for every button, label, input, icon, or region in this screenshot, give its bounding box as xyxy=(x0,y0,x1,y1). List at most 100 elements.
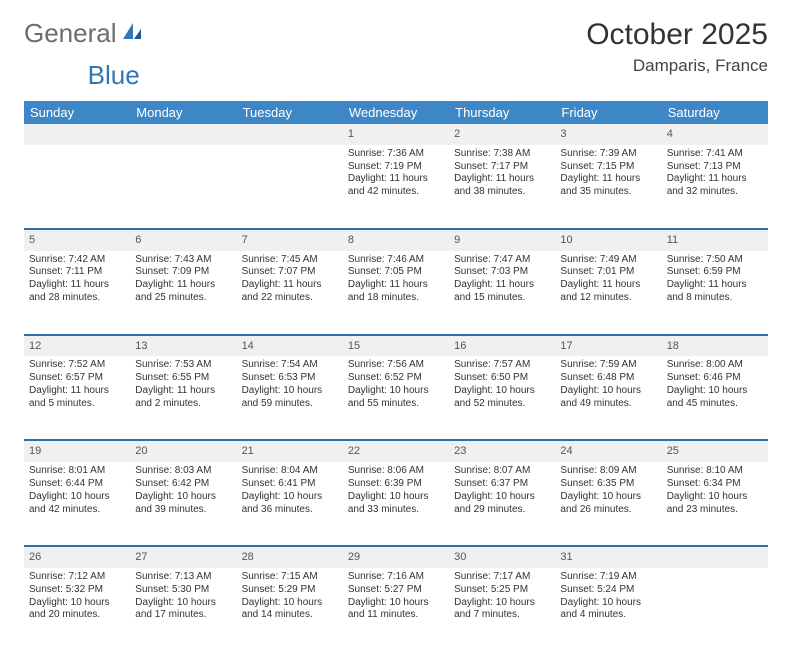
day-number-cell: 4 xyxy=(662,124,768,145)
day-number: 31 xyxy=(560,551,572,563)
daylight-line: Daylight: 10 hours and 36 minutes. xyxy=(242,491,338,517)
sunset-line: Sunset: 5:27 PM xyxy=(348,584,444,597)
day-number-row: 12131415161718 xyxy=(24,335,768,357)
day-number: 3 xyxy=(560,128,566,140)
day-number-cell: 27 xyxy=(130,546,236,568)
sunset-line: Sunset: 7:01 PM xyxy=(560,266,656,279)
daylight-line: Daylight: 10 hours and 45 minutes. xyxy=(667,385,763,411)
sunset-line: Sunset: 5:32 PM xyxy=(29,584,125,597)
day-cell: Sunrise: 8:00 AMSunset: 6:46 PMDaylight:… xyxy=(662,356,768,440)
daylight-line: Daylight: 10 hours and 55 minutes. xyxy=(348,385,444,411)
sunrise-line: Sunrise: 8:03 AM xyxy=(135,465,231,478)
daylight-line: Daylight: 11 hours and 2 minutes. xyxy=(135,385,231,411)
sunset-line: Sunset: 6:39 PM xyxy=(348,478,444,491)
day-number-cell xyxy=(24,124,130,145)
day-number-cell: 29 xyxy=(343,546,449,568)
day-number: 22 xyxy=(348,445,360,457)
day-cell: Sunrise: 7:19 AMSunset: 5:24 PMDaylight:… xyxy=(555,568,661,652)
daylight-line: Daylight: 11 hours and 18 minutes. xyxy=(348,279,444,305)
sunrise-line: Sunrise: 7:46 AM xyxy=(348,254,444,267)
weekday-header: Sunday xyxy=(24,101,130,124)
day-cell: Sunrise: 8:03 AMSunset: 6:42 PMDaylight:… xyxy=(130,462,236,546)
sunset-line: Sunset: 6:41 PM xyxy=(242,478,338,491)
location: Damparis, France xyxy=(586,56,768,76)
logo-text-blue: Blue xyxy=(88,60,140,90)
daylight-line: Daylight: 10 hours and 26 minutes. xyxy=(560,491,656,517)
daylight-line: Daylight: 11 hours and 28 minutes. xyxy=(29,279,125,305)
sunset-line: Sunset: 7:03 PM xyxy=(454,266,550,279)
daylight-line: Daylight: 11 hours and 8 minutes. xyxy=(667,279,763,305)
sunrise-line: Sunrise: 7:41 AM xyxy=(667,148,763,161)
sunrise-line: Sunrise: 8:09 AM xyxy=(560,465,656,478)
daylight-line: Daylight: 10 hours and 29 minutes. xyxy=(454,491,550,517)
day-number: 6 xyxy=(135,234,141,246)
daylight-line: Daylight: 10 hours and 23 minutes. xyxy=(667,491,763,517)
daylight-line: Daylight: 10 hours and 33 minutes. xyxy=(348,491,444,517)
weekday-header: Tuesday xyxy=(237,101,343,124)
daylight-line: Daylight: 10 hours and 4 minutes. xyxy=(560,597,656,623)
day-number-cell: 15 xyxy=(343,335,449,357)
day-number-cell: 16 xyxy=(449,335,555,357)
daylight-line: Daylight: 10 hours and 42 minutes. xyxy=(29,491,125,517)
day-number: 4 xyxy=(667,128,673,140)
sunset-line: Sunset: 6:59 PM xyxy=(667,266,763,279)
day-cell: Sunrise: 8:06 AMSunset: 6:39 PMDaylight:… xyxy=(343,462,449,546)
weekday-header: Friday xyxy=(555,101,661,124)
day-number-cell: 23 xyxy=(449,440,555,462)
sunset-line: Sunset: 6:46 PM xyxy=(667,372,763,385)
day-number-cell: 1 xyxy=(343,124,449,145)
sunset-line: Sunset: 6:53 PM xyxy=(242,372,338,385)
sunrise-line: Sunrise: 7:57 AM xyxy=(454,359,550,372)
weekday-header: Monday xyxy=(130,101,236,124)
day-number-cell: 7 xyxy=(237,229,343,251)
sunset-line: Sunset: 6:50 PM xyxy=(454,372,550,385)
sunrise-line: Sunrise: 7:13 AM xyxy=(135,571,231,584)
day-number: 1 xyxy=(348,128,354,140)
day-number: 29 xyxy=(348,551,360,563)
day-detail-row: Sunrise: 7:42 AMSunset: 7:11 PMDaylight:… xyxy=(24,251,768,335)
day-number: 10 xyxy=(560,234,572,246)
day-cell: Sunrise: 8:04 AMSunset: 6:41 PMDaylight:… xyxy=(237,462,343,546)
daylight-line: Daylight: 11 hours and 38 minutes. xyxy=(454,173,550,199)
sunrise-line: Sunrise: 7:17 AM xyxy=(454,571,550,584)
daylight-line: Daylight: 11 hours and 22 minutes. xyxy=(242,279,338,305)
day-number-row: 567891011 xyxy=(24,229,768,251)
day-cell: Sunrise: 8:09 AMSunset: 6:35 PMDaylight:… xyxy=(555,462,661,546)
day-number: 8 xyxy=(348,234,354,246)
day-number-cell: 10 xyxy=(555,229,661,251)
day-cell: Sunrise: 7:15 AMSunset: 5:29 PMDaylight:… xyxy=(237,568,343,652)
sunset-line: Sunset: 7:11 PM xyxy=(29,266,125,279)
day-number: 5 xyxy=(29,234,35,246)
sunset-line: Sunset: 6:34 PM xyxy=(667,478,763,491)
day-cell: Sunrise: 7:59 AMSunset: 6:48 PMDaylight:… xyxy=(555,356,661,440)
day-number-cell: 21 xyxy=(237,440,343,462)
day-cell: Sunrise: 7:41 AMSunset: 7:13 PMDaylight:… xyxy=(662,145,768,229)
sunrise-line: Sunrise: 7:19 AM xyxy=(560,571,656,584)
sunrise-line: Sunrise: 7:56 AM xyxy=(348,359,444,372)
daylight-line: Daylight: 10 hours and 17 minutes. xyxy=(135,597,231,623)
sunrise-line: Sunrise: 7:52 AM xyxy=(29,359,125,372)
day-detail-row: Sunrise: 7:52 AMSunset: 6:57 PMDaylight:… xyxy=(24,356,768,440)
sunrise-line: Sunrise: 8:00 AM xyxy=(667,359,763,372)
sunrise-line: Sunrise: 7:54 AM xyxy=(242,359,338,372)
sunrise-line: Sunrise: 7:38 AM xyxy=(454,148,550,161)
sunset-line: Sunset: 6:48 PM xyxy=(560,372,656,385)
sunrise-line: Sunrise: 7:12 AM xyxy=(29,571,125,584)
daylight-line: Daylight: 11 hours and 25 minutes. xyxy=(135,279,231,305)
day-number-cell: 6 xyxy=(130,229,236,251)
daylight-line: Daylight: 11 hours and 32 minutes. xyxy=(667,173,763,199)
daylight-line: Daylight: 10 hours and 49 minutes. xyxy=(560,385,656,411)
sunset-line: Sunset: 7:15 PM xyxy=(560,161,656,174)
day-number-cell: 30 xyxy=(449,546,555,568)
day-cell: Sunrise: 7:45 AMSunset: 7:07 PMDaylight:… xyxy=(237,251,343,335)
day-number: 11 xyxy=(667,234,678,246)
day-number: 30 xyxy=(454,551,466,563)
day-cell: Sunrise: 7:50 AMSunset: 6:59 PMDaylight:… xyxy=(662,251,768,335)
sunrise-line: Sunrise: 7:49 AM xyxy=(560,254,656,267)
day-cell: Sunrise: 7:17 AMSunset: 5:25 PMDaylight:… xyxy=(449,568,555,652)
sunrise-line: Sunrise: 8:07 AM xyxy=(454,465,550,478)
day-cell: Sunrise: 7:36 AMSunset: 7:19 PMDaylight:… xyxy=(343,145,449,229)
sunset-line: Sunset: 7:05 PM xyxy=(348,266,444,279)
day-number: 16 xyxy=(454,340,466,352)
daylight-line: Daylight: 10 hours and 20 minutes. xyxy=(29,597,125,623)
